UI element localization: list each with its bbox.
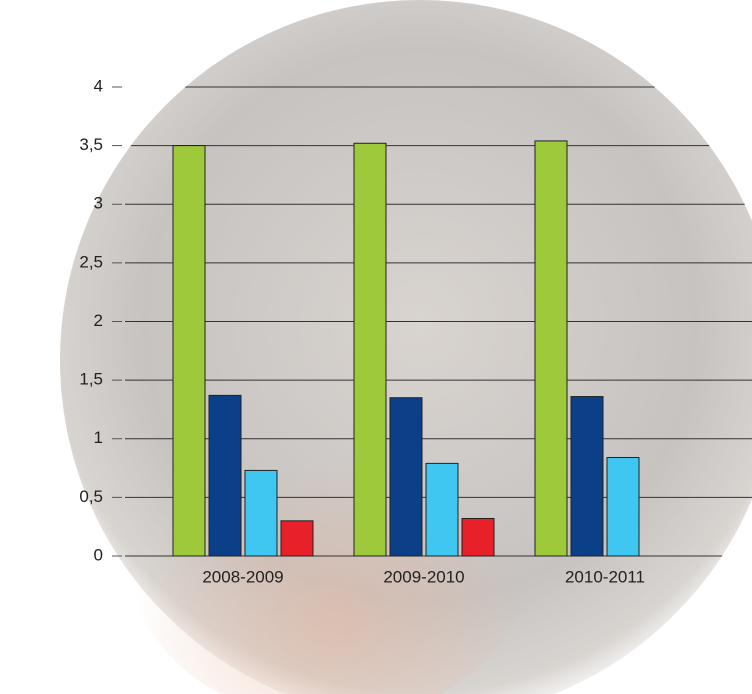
bar: [534, 140, 568, 557]
y-tick-label: 0: [94, 545, 103, 564]
bar: [389, 397, 423, 557]
x-tick-label: 2010-2011: [565, 567, 645, 586]
y-tick-label: 0,5: [79, 487, 103, 506]
bar: [606, 457, 640, 557]
x-tick-label: 2008-2009: [202, 567, 283, 586]
bar: [172, 145, 206, 557]
y-tick-label: 3,5: [79, 135, 103, 154]
bar: [353, 142, 387, 557]
y-tick-label: 1,5: [79, 370, 103, 389]
y-tick-label: 1: [94, 428, 103, 447]
bar: [461, 517, 495, 557]
y-tick-label: 3: [94, 194, 103, 213]
y-tick-label: 2,5: [79, 252, 103, 271]
bar: [570, 396, 604, 557]
bar: [208, 394, 242, 557]
bar: [425, 462, 459, 557]
y-tick-label: 2: [94, 311, 103, 330]
bar: [280, 520, 314, 557]
y-tick-label: 4: [94, 76, 103, 95]
x-tick-label: 2009-2010: [383, 567, 464, 586]
bar: [244, 469, 278, 557]
